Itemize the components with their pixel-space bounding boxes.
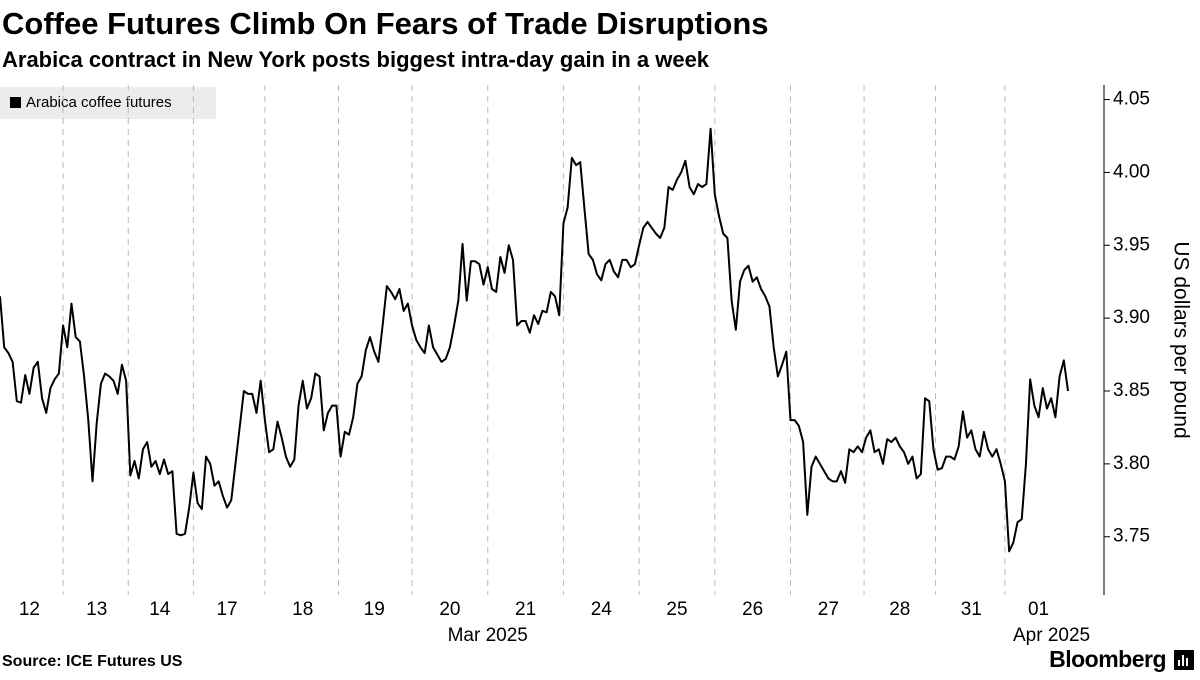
month-label: Mar 2025	[448, 625, 528, 646]
y-tick-label: 3.75	[1113, 526, 1150, 547]
price-line	[0, 127, 1069, 553]
month-label: Apr 2025	[1013, 625, 1090, 646]
y-tick-label: 3.85	[1113, 380, 1150, 401]
chart-title: Coffee Futures Climb On Fears of Trade D…	[2, 6, 769, 41]
x-tick-label: 12	[19, 599, 40, 620]
y-tick-label: 3.80	[1113, 453, 1150, 474]
y-tick-label: 4.00	[1113, 161, 1150, 182]
brand: Bloomberg	[1049, 646, 1166, 672]
x-tick-label: 24	[591, 599, 613, 620]
y-axis-label: US dollars per pound	[1169, 241, 1192, 438]
source: Source: ICE Futures US	[2, 653, 183, 670]
y-tick-label: 3.90	[1113, 307, 1150, 328]
x-tick-label: 26	[742, 599, 763, 620]
chart-subtitle: Arabica contract in New York posts bigge…	[2, 47, 710, 72]
x-tick-label: 01	[1028, 599, 1049, 620]
x-tick-label: 25	[666, 599, 687, 620]
x-tick-label: 27	[818, 599, 839, 620]
y-tick-label: 4.05	[1113, 89, 1150, 110]
brand-icon-bars	[1178, 655, 1188, 666]
x-tick-label: 20	[439, 599, 460, 620]
x-tick-label: 18	[292, 599, 313, 620]
y-tick-label: 3.95	[1113, 234, 1150, 255]
x-tick-label: 17	[216, 599, 237, 620]
legend-box	[0, 87, 216, 119]
legend-swatch	[10, 97, 21, 108]
x-tick-label: 21	[515, 599, 536, 620]
x-tick-label: 28	[889, 599, 910, 620]
x-tick-label: 14	[149, 599, 171, 620]
x-tick-label: 13	[86, 599, 107, 620]
legend-label: Arabica coffee futures	[26, 94, 172, 111]
x-tick-label: 31	[961, 599, 982, 620]
x-tick-label: 19	[364, 599, 385, 620]
